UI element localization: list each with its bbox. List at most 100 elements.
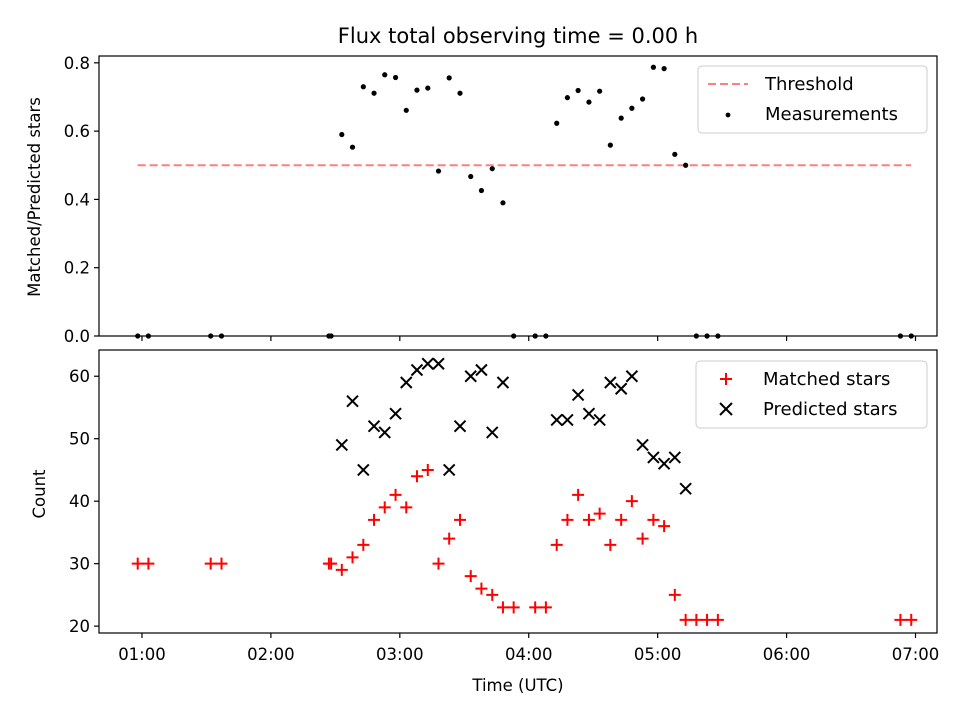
measurement-point: [639, 96, 646, 102]
top-y-tick-label: 0.2: [64, 259, 90, 278]
measurement-point: [468, 173, 474, 180]
matched-star-point: [443, 532, 456, 545]
predicted-legend-swatch: [719, 402, 733, 416]
measurement-point: [650, 64, 657, 70]
predicted-stars-series: [335, 357, 692, 495]
measurement-point: [683, 162, 689, 168]
measurement-point: [629, 105, 635, 111]
predicted-star-point: [647, 451, 660, 464]
bottom-x-tick-label: 05:00: [634, 645, 682, 664]
matched-legend-label: Matched stars: [763, 369, 890, 390]
bottom-x-tick-label: 04:00: [505, 645, 553, 664]
predicted-star-point: [625, 370, 639, 383]
matched-star-point: [357, 538, 370, 551]
measurements-series: [135, 64, 914, 339]
matched-star-point: [615, 513, 628, 526]
matched-star-point: [561, 513, 574, 526]
predicted-star-point: [389, 407, 402, 420]
top-panel: Flux total observing time = 0.00 h 0.00.…: [25, 24, 938, 346]
matched-star-point: [636, 532, 649, 545]
matched-star-point: [389, 488, 402, 501]
predicted-star-point: [582, 407, 596, 420]
matched-star-point: [550, 538, 563, 551]
matched-star-point: [464, 570, 477, 583]
predicted-star-point: [614, 382, 628, 395]
predicted-star-point: [657, 457, 671, 470]
predicted-star-point: [432, 357, 445, 370]
top-panel-frame: [98, 55, 938, 337]
bottom-legend-box: [695, 360, 928, 429]
predicted-star-point: [593, 413, 606, 427]
measurement-point: [435, 168, 442, 174]
matched-star-point: [593, 507, 606, 520]
measurement-point: [339, 131, 345, 138]
matched-star-point: [400, 501, 413, 514]
bottom-x-axis-label: Time (UTC): [471, 676, 563, 695]
bottom-x-ticks: 01:00 02:00 03:00 04:00 05:00 06:00 07:00: [118, 633, 939, 664]
matched-star-point: [894, 613, 907, 626]
matched-star-point: [668, 588, 681, 601]
matched-star-point: [486, 588, 499, 601]
matched-stars-series: [131, 463, 918, 626]
predicted-star-point: [421, 357, 435, 370]
matched-star-point: [539, 601, 552, 614]
measurement-point: [371, 90, 377, 96]
matched-star-point: [690, 613, 703, 626]
measurement-point: [575, 87, 581, 94]
measurement-point: [414, 87, 420, 93]
predicted-star-point: [400, 376, 413, 389]
predicted-star-point: [668, 451, 682, 464]
matched-star-point: [204, 557, 217, 570]
predicted-star-point: [604, 376, 617, 389]
bottom-y-tick-label: 40: [69, 492, 90, 511]
measurement-point: [457, 90, 463, 96]
measurement-point: [672, 151, 678, 157]
top-y-tick-label: 0.4: [64, 190, 90, 209]
measurement-point: [618, 115, 624, 121]
bottom-x-tick-label: 01:00: [118, 645, 166, 664]
bottom-x-tick-label: 07:00: [892, 645, 940, 664]
predicted-star-point: [561, 413, 574, 427]
matched-star-point: [335, 563, 348, 576]
measurement-point: [607, 142, 613, 148]
measurement-point: [360, 84, 366, 90]
matched-star-point: [346, 551, 359, 564]
predicted-star-point: [486, 426, 499, 439]
top-y-tick-label: 0.6: [64, 122, 90, 141]
matched-star-point: [378, 501, 391, 514]
bottom-legend: Matched stars Predicted stars: [695, 360, 928, 429]
matched-star-point: [410, 470, 423, 483]
matched-star-point: [701, 613, 714, 626]
measurement-point: [554, 120, 560, 126]
matched-star-point: [647, 513, 660, 526]
bottom-x-tick-label: 03:00: [376, 645, 424, 664]
top-legend-box: [697, 65, 928, 134]
top-y-ticks: 0.0 0.2 0.4 0.6 0.8: [64, 54, 99, 346]
matched-star-point: [625, 495, 638, 508]
predicted-legend-label: Predicted stars: [763, 399, 897, 420]
bottom-y-tick-label: 60: [69, 367, 90, 386]
bottom-panel: 20 30 40 50 60 Count 01:00 02:00 03:00 04:00 05:…: [30, 349, 939, 695]
matched-star-point: [496, 601, 509, 614]
bottom-x-tick-label: 02:00: [247, 645, 295, 664]
predicted-star-point: [357, 463, 370, 477]
measurement-point: [500, 200, 506, 206]
top-y-axis-label: Matched/Predicted stars: [25, 97, 44, 297]
top-x-ticks: [141, 336, 917, 341]
measurement-point: [489, 166, 495, 172]
measurement-point: [597, 88, 603, 94]
predicted-star-point: [335, 438, 349, 452]
matched-star-point: [582, 513, 595, 526]
bottom-y-tick-label: 30: [69, 555, 90, 574]
measurements-legend-swatch: [725, 112, 731, 118]
measurement-point: [425, 85, 431, 91]
measurement-point: [446, 75, 452, 81]
predicted-star-point: [464, 370, 477, 383]
predicted-star-point: [475, 363, 488, 377]
predicted-star-point: [410, 363, 424, 377]
matched-star-point: [905, 613, 918, 626]
bottom-y-tick-label: 20: [69, 617, 90, 636]
matched-star-point: [131, 557, 144, 570]
predicted-star-point: [442, 463, 456, 477]
